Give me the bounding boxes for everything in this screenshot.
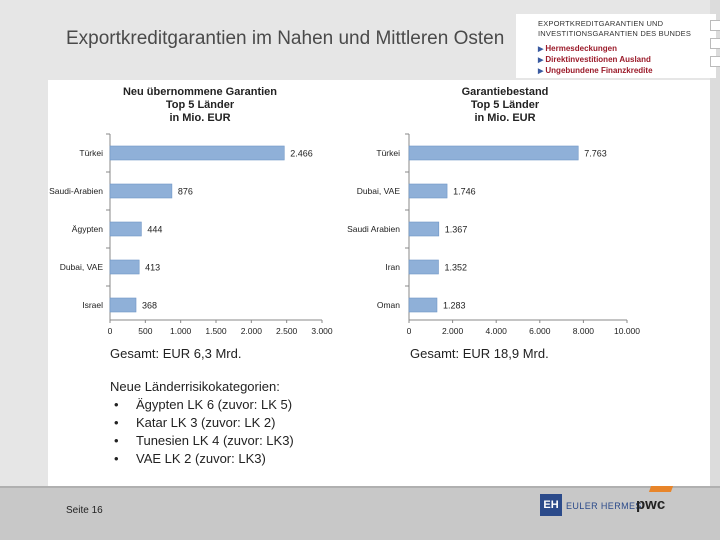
euler-hermes-logo-icon: EH — [540, 494, 562, 516]
x-tick-label: 6.000 — [529, 326, 551, 336]
x-tick-label: 2.500 — [276, 326, 298, 336]
deco-square — [710, 38, 720, 49]
logo-item-label: Direktinvestitionen Ausland — [545, 55, 651, 64]
chart2-title-line: Garantiebestand — [461, 86, 549, 98]
list-item: VAE LK 2 (zuvor: LK3) — [110, 450, 294, 468]
data-label: 413 — [145, 263, 160, 273]
footer-divider — [0, 486, 720, 488]
chart1-title-line: Neu übernommene Garantien — [122, 86, 278, 98]
data-label: 444 — [147, 225, 162, 235]
footer-band — [0, 486, 720, 540]
pwc-mark-icon — [648, 486, 674, 492]
list-item: Katar LK 3 (zuvor: LK 2) — [110, 414, 294, 432]
category-label: Saudi Arabien — [347, 224, 400, 234]
deco-square — [710, 20, 720, 31]
list-item: Ägypten LK 6 (zuvor: LK 5) — [110, 396, 294, 414]
total-new-guarantees: Gesamt: EUR 6,3 Mrd. — [110, 346, 242, 361]
category-label: Saudi-Arabien — [49, 186, 103, 196]
x-tick-label: 1.000 — [170, 326, 192, 336]
x-tick-label: 0 — [407, 326, 412, 336]
data-label: 7.763 — [584, 149, 607, 159]
data-label: 1.746 — [453, 187, 476, 197]
chart-guarantee-portfolio: Türkei 7.763 Dubai, VAE 1.746 Saudi Arabien 1… — [347, 133, 640, 336]
triangle-icon: ▶ — [538, 46, 544, 53]
right-edge-bar — [710, 0, 720, 540]
data-label: 2.466 — [290, 149, 313, 159]
category-label: Israel — [82, 300, 103, 310]
chart1-title-line: Top 5 Länder — [165, 99, 235, 111]
logo-item-label: Hermesdeckungen — [545, 44, 617, 53]
bar — [408, 221, 440, 237]
chart2-title-line: Top 5 Länder — [470, 99, 540, 111]
triangle-icon: ▶ — [538, 68, 544, 75]
data-label: 1.367 — [445, 225, 468, 235]
logo-item-direktinvestitionen: ▶ Direktinvestitionen Ausland — [538, 55, 651, 64]
page-number: Seite 16 — [66, 505, 103, 516]
x-tick-label: 8.000 — [573, 326, 595, 336]
category-label: Ägypten — [72, 224, 103, 234]
bar — [109, 183, 173, 199]
bar — [408, 297, 438, 313]
chart2-title: Garantiebestand Top 5 Länder in Mio. EUR — [405, 86, 605, 125]
category-label: Dubai, VAE — [357, 186, 401, 196]
data-label: 1.352 — [444, 263, 467, 273]
triangle-icon: ▶ — [538, 57, 544, 64]
bar — [408, 145, 579, 161]
category-label: Dubai, VAE — [60, 262, 104, 272]
chart2-title-line: in Mio. EUR — [474, 112, 536, 124]
bar — [408, 259, 439, 275]
bar — [109, 221, 142, 237]
bar — [109, 297, 137, 313]
category-label: Iran — [385, 262, 400, 272]
logo-line-2: INVESTITIONSGARANTIEN DES BUNDES — [538, 29, 692, 38]
x-tick-label: 2.000 — [241, 326, 263, 336]
x-tick-label: 3.000 — [311, 326, 333, 336]
data-label: 1.283 — [443, 301, 466, 311]
list-item: Tunesien LK 4 (zuvor: LK3) — [110, 432, 294, 450]
logo-item-label: Ungebundene Finanzkredite — [545, 66, 653, 75]
category-label: Oman — [377, 300, 400, 310]
bar — [109, 259, 140, 275]
x-tick-label: 1.500 — [205, 326, 227, 336]
notes-list: Ägypten LK 6 (zuvor: LK 5) Katar LK 3 (z… — [110, 396, 294, 468]
x-tick-label: 500 — [138, 326, 152, 336]
logo-item-finanzkredite: ▶ Ungebundene Finanzkredite — [538, 66, 653, 75]
notes-heading: Neue Länderrisikokategorien: — [110, 379, 280, 394]
x-tick-label: 4.000 — [486, 326, 508, 336]
euler-hermes-wordmark: EULER HERMES — [566, 501, 642, 511]
bar — [408, 183, 448, 199]
data-label: 368 — [142, 301, 157, 311]
data-label: 876 — [178, 187, 193, 197]
total-guarantee-portfolio: Gesamt: EUR 18,9 Mrd. — [410, 346, 549, 361]
agaportal-logo — [516, 14, 716, 78]
chart-new-guarantees: Türkei 2.466 Saudi-Arabien 876 Ägypten 444 Dub… — [49, 133, 333, 336]
left-side-bar — [0, 0, 48, 540]
bar — [109, 145, 285, 161]
risk-category-notes: Neue Länderrisikokategorien: Ägypten LK … — [110, 378, 294, 468]
x-tick-label: 0 — [108, 326, 113, 336]
logo-line-1: EXPORTKREDITGARANTIEN UND — [538, 19, 664, 28]
slide-title: Exportkreditgarantien im Nahen und Mittl… — [66, 28, 505, 49]
category-label: Türkei — [376, 148, 400, 158]
category-label: Türkei — [79, 148, 103, 158]
chart1-title-line: in Mio. EUR — [169, 112, 231, 124]
x-tick-label: 10.000 — [614, 326, 640, 336]
x-tick-label: 2.000 — [442, 326, 464, 336]
pwc-logo: pwc — [636, 496, 666, 513]
chart1-title: Neu übernommene Garantien Top 5 Länder i… — [100, 86, 300, 125]
logo-item-hermesdeckungen: ▶ Hermesdeckungen — [538, 44, 617, 53]
deco-square — [710, 56, 720, 67]
